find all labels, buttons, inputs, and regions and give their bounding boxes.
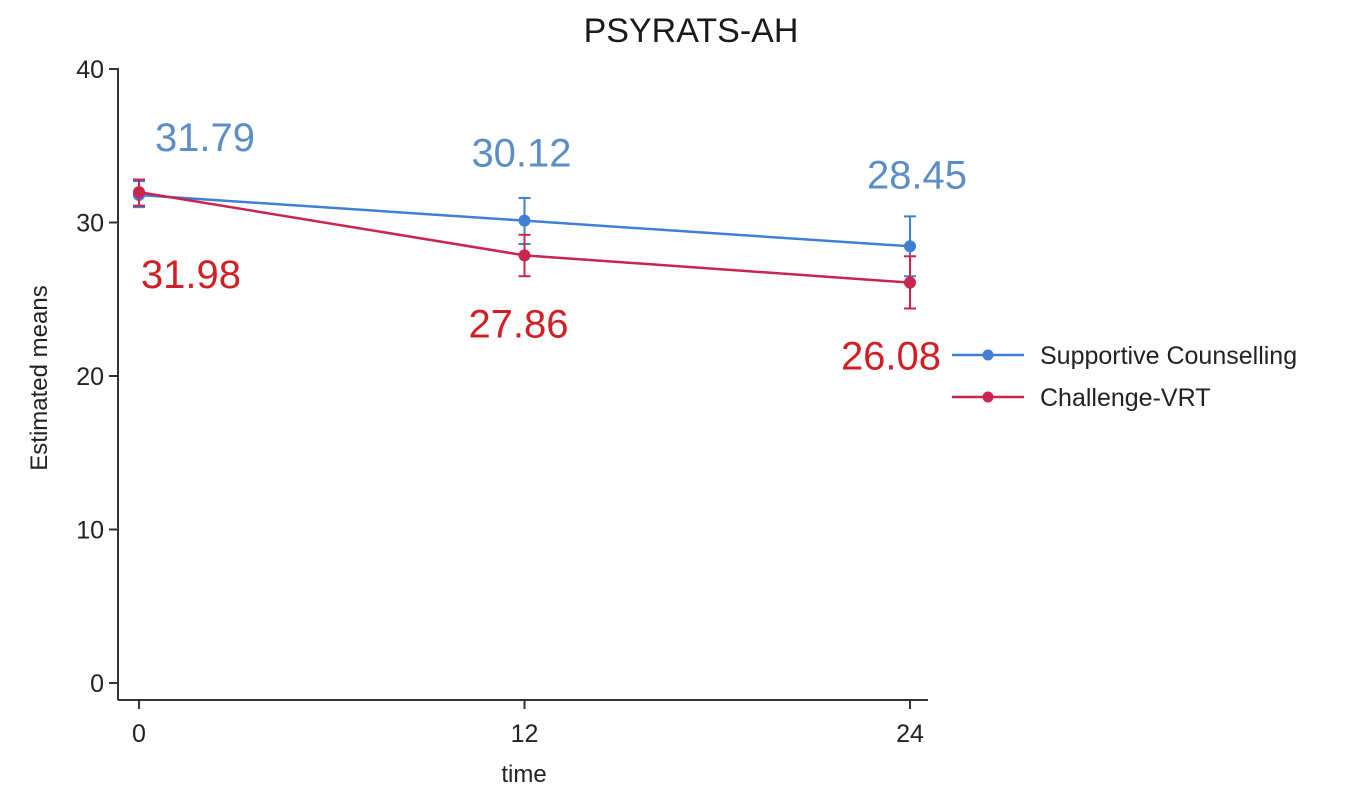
data-point xyxy=(518,249,531,262)
legend-label: Challenge-VRT xyxy=(1040,384,1210,412)
x-tick-label: 0 xyxy=(132,720,146,748)
data-point xyxy=(904,276,916,289)
series-layer xyxy=(133,178,916,310)
y-axis-label: Estimated means xyxy=(26,285,53,470)
legend: Supportive Counselling Challenge-VRT xyxy=(952,342,1297,412)
data-label: 31.98 xyxy=(141,253,241,297)
axes: 0 10 20 30 40 0 12 24 xyxy=(76,56,928,748)
legend-label: Supportive Counselling xyxy=(1040,342,1297,370)
series-challenge-vrt xyxy=(133,178,916,310)
data-label: 28.45 xyxy=(867,153,967,197)
data-labels-layer: 31.79 30.12 28.45 31.98 27.86 26.08 xyxy=(141,116,967,379)
legend-item: Challenge-VRT xyxy=(952,384,1210,412)
legend-item: Supportive Counselling xyxy=(952,342,1297,370)
data-label: 31.79 xyxy=(155,116,255,160)
data-label: 26.08 xyxy=(841,335,941,379)
y-tick-label: 30 xyxy=(76,210,104,238)
data-label: 30.12 xyxy=(471,132,571,176)
y-tick-label: 0 xyxy=(90,670,104,698)
y-tick-label: 40 xyxy=(76,56,104,84)
y-tick-label: 10 xyxy=(76,517,104,545)
data-point xyxy=(904,240,916,253)
legend-marker xyxy=(982,349,994,361)
x-tick-label: 24 xyxy=(896,720,924,748)
data-label: 27.86 xyxy=(468,302,568,346)
x-tick-label: 12 xyxy=(511,720,539,748)
data-point xyxy=(518,214,531,227)
chart-title: PSYRATS-AH xyxy=(584,12,799,50)
y-tick-label: 20 xyxy=(76,363,104,391)
x-axis-label: time xyxy=(501,761,546,788)
legend-marker xyxy=(982,391,994,403)
series-supportive-counselling xyxy=(133,180,916,278)
data-point xyxy=(133,186,145,199)
